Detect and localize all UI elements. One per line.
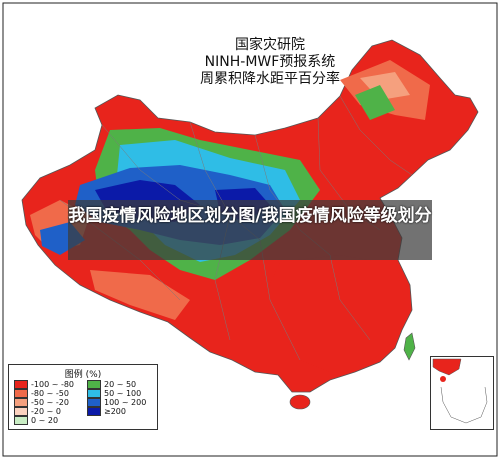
inset-boundary-dashes	[440, 386, 488, 424]
legend-label: 100 ~ 200	[104, 398, 147, 407]
map-legend: 图例 (%) -100 ~ -80 -80 ~ -50 -50 ~ -20 -2…	[8, 364, 158, 430]
legend-item: 50 ~ 100	[87, 389, 141, 398]
legend-swatch	[14, 389, 28, 398]
legend-label: 50 ~ 100	[104, 389, 142, 398]
legend-item: -100 ~ -80	[14, 380, 74, 389]
wet-mid-zone	[355, 85, 395, 120]
legend-item: -80 ~ -50	[14, 389, 69, 398]
legend-title: 图例 (%)	[64, 370, 102, 380]
legend-item: ≥200	[87, 407, 126, 416]
map-title-line-3: 周累积降水距平百分率	[200, 71, 340, 87]
legend-swatch	[14, 398, 28, 407]
legend-item: 100 ~ 200	[87, 398, 146, 407]
legend-item: 0 ~ 20	[14, 416, 58, 425]
south-china-sea-inset	[430, 356, 494, 430]
legend-swatch	[14, 416, 28, 425]
inset-coast	[432, 358, 462, 376]
dry-southeast	[265, 255, 405, 372]
legend-label: -80 ~ -50	[31, 389, 69, 398]
legend-swatch	[87, 398, 101, 407]
inset-island	[440, 376, 446, 382]
legend-item: 20 ~ 50	[87, 380, 136, 389]
legend-label: 0 ~ 20	[31, 416, 59, 425]
legend-label: -20 ~ 0	[31, 407, 61, 416]
taiwan-island	[403, 332, 416, 361]
legend-label: -100 ~ -80	[31, 380, 75, 389]
legend-swatch	[14, 407, 28, 416]
inset-map	[432, 358, 488, 424]
map-title-line-1: 国家灾研院	[235, 37, 305, 53]
legend-swatch	[87, 407, 101, 416]
map-title-line-2: NINH-MWF预报系统	[204, 54, 336, 70]
caption-overlay-background	[68, 200, 432, 260]
hainan-island	[289, 394, 311, 410]
legend-label: ≥200	[104, 407, 126, 416]
legend-swatch	[87, 380, 101, 389]
legend-swatch	[87, 389, 101, 398]
moderate-dry-zone	[90, 270, 190, 320]
legend-label: 20 ~ 50	[104, 380, 137, 389]
caption-overlay-text: 我国疫情风险地区划分图/我国疫情风险等级划分	[68, 206, 432, 226]
legend-swatch	[14, 380, 28, 389]
legend-item: -20 ~ 0	[14, 407, 61, 416]
light-dry-zone	[360, 72, 410, 100]
legend-label: -50 ~ -20	[31, 398, 69, 407]
legend-item: -50 ~ -20	[14, 398, 69, 407]
map-title: 国家灾研院 NINH-MWF预报系统 周累积降水距平百分率	[170, 37, 370, 88]
